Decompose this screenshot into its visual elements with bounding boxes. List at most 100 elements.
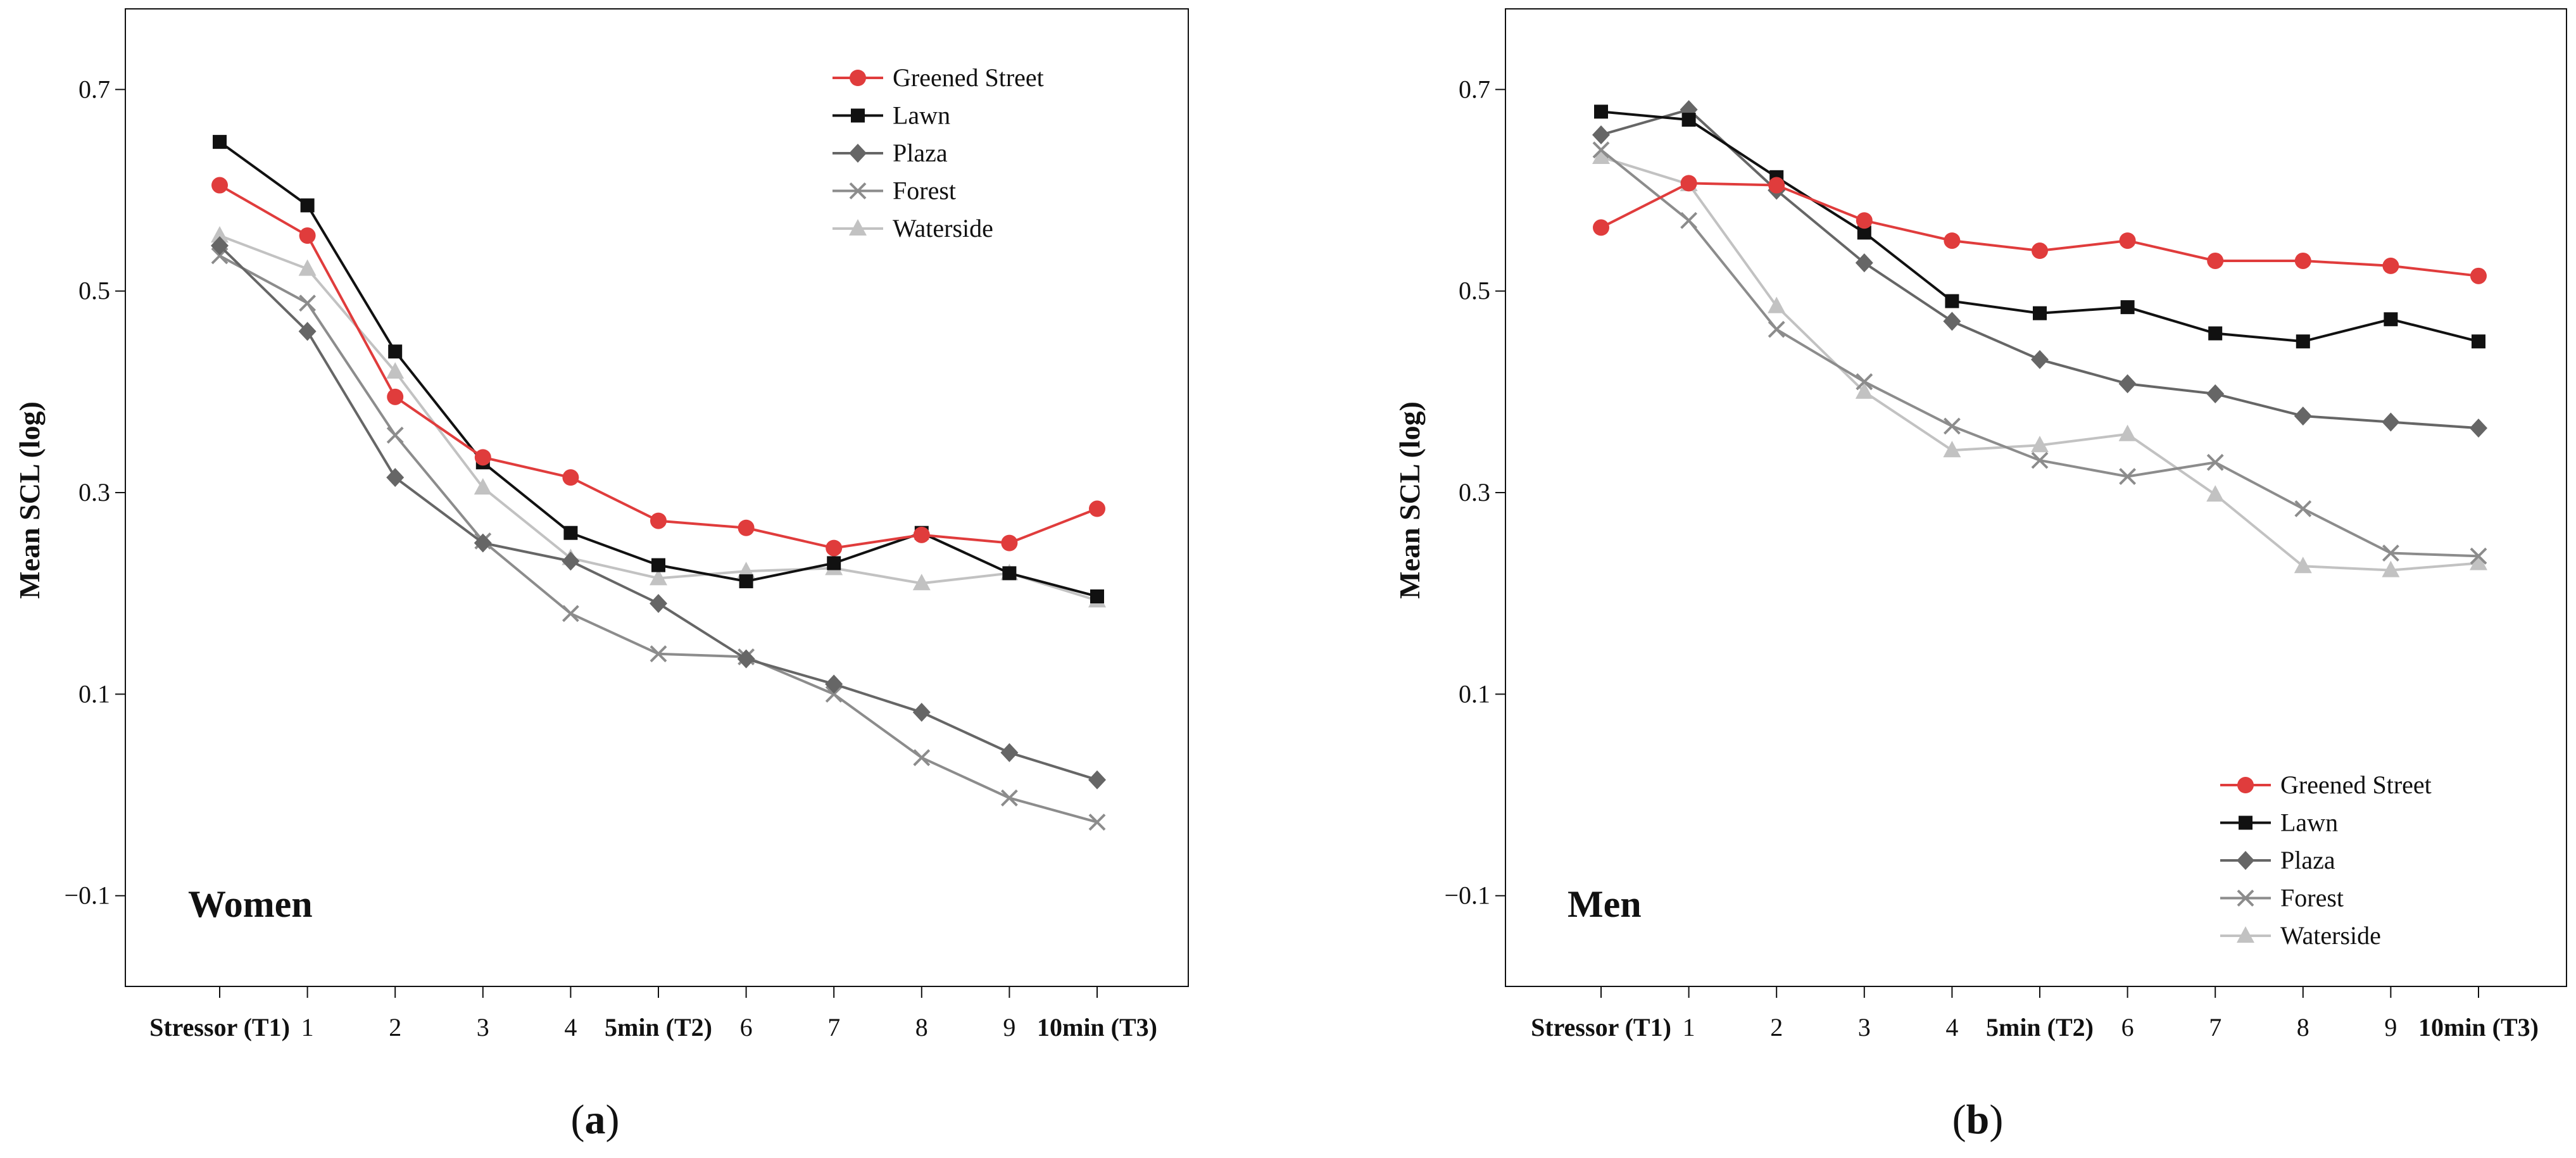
data-point [2470, 547, 2487, 565]
data-point [913, 749, 931, 767]
data-point [1943, 312, 1961, 331]
x-tick-label: 10min (T3) [2418, 1013, 2539, 1042]
data-point [2294, 406, 2312, 426]
data-point [1943, 441, 1961, 458]
data-point [386, 362, 405, 379]
data-point [1944, 232, 1961, 249]
data-point [1943, 417, 1961, 435]
data-point [2470, 267, 2487, 284]
data-point [2208, 326, 2223, 341]
series-line [1600, 182, 2479, 277]
data-point [2119, 468, 2137, 485]
data-point [1088, 770, 1106, 790]
data-point [1768, 177, 1785, 194]
legend-item: Greened Street [2220, 771, 2432, 799]
chart-panel-b: −0.1 0.1 0.3 0.5 0.7 Stressor (T1) 1 2 3 4 5min (T… [1393, 8, 2567, 1143]
legend-marker [851, 108, 865, 123]
data-point [1090, 589, 1104, 603]
data-point [298, 322, 317, 341]
data-point [1594, 104, 1608, 119]
data-point [1768, 296, 1786, 313]
data-point-stroke-b [2294, 500, 2312, 517]
y-tick-label: 0.1 [1459, 679, 1490, 708]
x-tick-label: 9 [2384, 1013, 2397, 1042]
x-tick-label: 2 [1770, 1013, 1783, 1042]
data-point [2294, 500, 2312, 517]
data-point [388, 344, 403, 359]
y-tick-label: 0.5 [79, 277, 110, 305]
y-tick-label: 0.7 [1459, 75, 1490, 103]
data-point-stroke-b [1680, 211, 1698, 229]
series-waterside [211, 226, 1106, 608]
legend-marker [2237, 890, 2254, 907]
x-tick-label: Stressor (T1) [149, 1013, 290, 1042]
legend-label: Greened Street [2280, 771, 2432, 799]
data-point-stroke-b [562, 605, 579, 622]
data-point [2031, 349, 2049, 369]
legend-label: Lawn [2280, 809, 2338, 837]
data-point-stroke-b [299, 294, 317, 312]
x-tick-label: 6 [2121, 1013, 2134, 1042]
legend-marker [849, 144, 867, 163]
series-greened-street [211, 177, 1105, 557]
data-point [474, 533, 492, 553]
data-point [2118, 374, 2137, 394]
legend-marker-stroke-b [2237, 890, 2254, 907]
x-tick-label: 8 [915, 1013, 928, 1042]
legend: Greened Street Lawn Plaza Forest Waterside [832, 63, 1044, 242]
legend-item: Waterside [832, 214, 993, 242]
data-point [1000, 743, 1019, 762]
data-point [2382, 544, 2399, 562]
data-point [298, 259, 317, 276]
data-point [2294, 557, 2312, 574]
x-tick-label: 4 [1945, 1013, 1958, 1042]
x-tick-label: 10min (T3) [1037, 1013, 1157, 1042]
legend-label: Forest [2280, 884, 2344, 912]
legend-label: Forest [893, 177, 956, 205]
data-point [2296, 334, 2310, 349]
x-tick-label: 3 [477, 1013, 489, 1042]
data-point [2472, 334, 2485, 349]
data-point [2294, 252, 2311, 269]
y-axis-title: Mean SCL (log) [1393, 401, 1426, 599]
data-point [2384, 312, 2398, 327]
data-point [1592, 125, 1610, 144]
data-point [2470, 553, 2487, 570]
legend-marker-stroke-b [849, 182, 867, 199]
legend-label: Lawn [893, 101, 950, 130]
data-point [562, 469, 579, 486]
data-point [825, 674, 843, 694]
data-point [211, 236, 229, 256]
y-tick-label: −0.1 [64, 881, 110, 910]
data-point-stroke-b [2031, 451, 2049, 469]
data-point [2119, 232, 2136, 249]
data-point-stroke-b [1768, 320, 1785, 338]
data-point [1002, 566, 1017, 581]
data-point [1592, 141, 1610, 159]
legend-marker [2239, 815, 2252, 830]
series-lawn [1594, 104, 2485, 349]
data-point [1945, 294, 1959, 308]
data-point [300, 198, 315, 213]
x-tick-label: 8 [2297, 1013, 2309, 1042]
panel-label: Men [1568, 883, 1642, 925]
panel-caption-letter: a [585, 1097, 606, 1143]
legend-label: Greened Street [893, 63, 1044, 92]
legend-label: Plaza [893, 139, 948, 167]
data-point [1000, 789, 1018, 807]
data-point [1857, 225, 1871, 240]
plot-frame [1505, 8, 2567, 987]
data-point [474, 449, 491, 466]
legend-item: Greened Street [832, 63, 1044, 92]
x-tick-label: 7 [2209, 1013, 2221, 1042]
legend-marker [849, 219, 867, 236]
legend-marker [2237, 777, 2254, 793]
data-point [2120, 300, 2135, 315]
data-point [1592, 147, 1610, 164]
x-tick-label: 4 [564, 1013, 577, 1042]
data-point-stroke-b [2206, 453, 2224, 471]
data-point-stroke-b [825, 685, 843, 703]
y-tick-label: 0.1 [79, 679, 110, 708]
data-point [386, 468, 405, 488]
data-point-stroke-b [1088, 814, 1106, 831]
